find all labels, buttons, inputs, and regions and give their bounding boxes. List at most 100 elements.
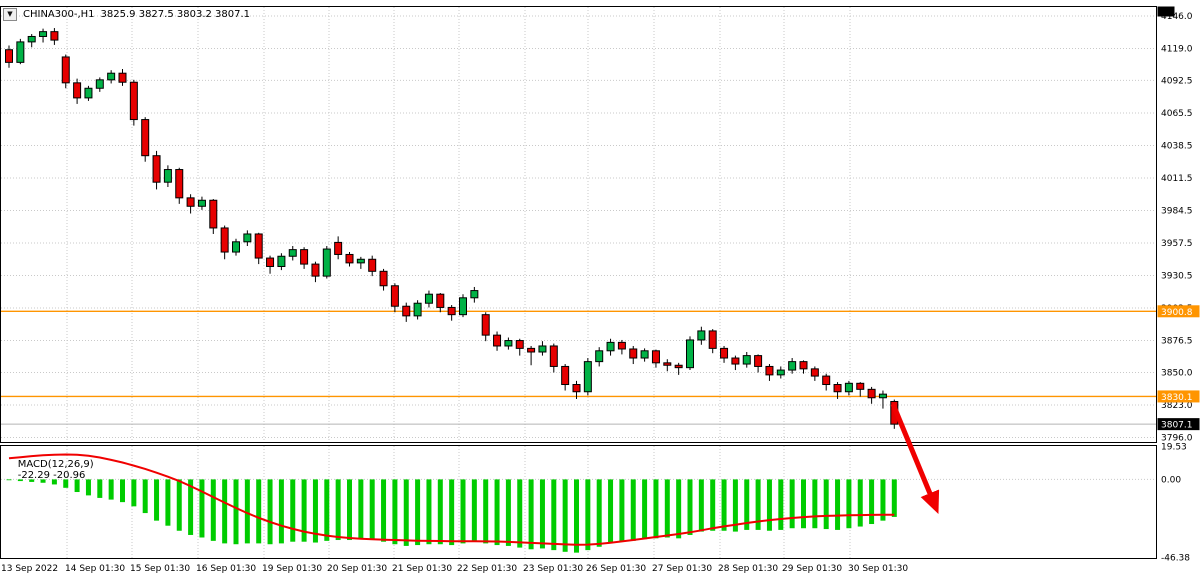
macd-bar <box>891 479 897 517</box>
macd-bar <box>483 479 489 544</box>
macd-bar <box>324 479 330 541</box>
date-label: 13 Sep 2022 <box>1 564 58 574</box>
macd-bar <box>74 479 80 493</box>
macd-bar <box>710 479 716 531</box>
macd-bar <box>278 479 284 544</box>
candle <box>527 347 536 353</box>
macd-bar <box>97 479 103 498</box>
macd-bar <box>505 479 511 546</box>
macd-label: MACD(12,26,9) -22.29 -20.96 <box>5 448 94 492</box>
date-label: 23 Sep 01:30 <box>523 564 583 574</box>
candle <box>765 365 774 376</box>
date-label: 22 Sep 01:30 <box>457 564 517 574</box>
candle <box>708 330 717 349</box>
macd-bar <box>471 479 477 541</box>
candle <box>266 257 275 267</box>
macd-bar <box>551 479 557 551</box>
price-axis-label: 3876.5 <box>1161 337 1193 347</box>
date-label: 30 Sep 01:30 <box>848 564 908 574</box>
date-label: 29 Sep 01:30 <box>782 564 842 574</box>
candle <box>481 314 490 336</box>
macd-bar <box>176 479 182 531</box>
macd-bar <box>562 479 568 552</box>
macd-bar <box>244 479 250 544</box>
candle <box>651 350 660 364</box>
candle <box>39 31 48 37</box>
candle <box>629 348 638 359</box>
macd-bar <box>358 479 364 540</box>
macd-bar <box>369 479 375 541</box>
candle <box>300 249 309 265</box>
candle <box>561 365 570 386</box>
macd-bar <box>812 479 818 529</box>
macd-bar <box>85 479 91 496</box>
candle <box>322 248 331 277</box>
macd-bar <box>381 479 387 542</box>
macd-bar <box>267 479 273 545</box>
trend-arrow[interactable] <box>890 403 940 515</box>
macd-bar <box>732 479 738 532</box>
macd-bar <box>29 479 35 482</box>
candle <box>754 355 763 367</box>
candle <box>617 341 626 350</box>
pane-borders <box>0 6 1175 559</box>
macd-bar <box>199 479 205 538</box>
candles-layer[interactable] <box>5 28 899 429</box>
candle <box>277 255 286 267</box>
macd-bar <box>823 479 829 530</box>
candle <box>84 87 93 99</box>
macd-bar <box>744 479 750 530</box>
candle <box>163 169 172 183</box>
candle <box>424 293 433 304</box>
candle <box>742 355 751 365</box>
macd-bar <box>857 479 863 527</box>
price-axis[interactable]: 4146.0 4119.0 4092.5 4065.5 4038.5 4011.5 3984… <box>1157 12 1200 564</box>
macd-bar <box>40 479 46 483</box>
candle <box>50 31 59 41</box>
price-axis-label: 4119.0 <box>1161 45 1193 55</box>
macd-indicator-name: MACD(12,26,9) <box>17 459 94 470</box>
macd-bar <box>301 479 307 542</box>
macd-bar <box>426 479 432 545</box>
candle <box>788 361 797 371</box>
macd-bar <box>165 479 171 526</box>
level-badge <box>1157 305 1200 318</box>
chart-ohlc-values: 3825.9 3827.5 3803.2 3807.1 <box>100 9 251 20</box>
candle <box>107 72 116 81</box>
candle <box>867 388 876 399</box>
date-label: 15 Sep 01:30 <box>130 564 190 574</box>
macd-bar <box>290 479 296 542</box>
price-axis-label: 4011.5 <box>1161 174 1193 184</box>
price-axis-label: 3796.0 <box>1161 434 1193 444</box>
candle <box>118 72 127 83</box>
grid-layer <box>1 7 1156 558</box>
candle <box>232 241 240 253</box>
candle <box>447 306 456 316</box>
candle <box>549 345 558 367</box>
candle <box>5 49 13 63</box>
candle <box>73 82 82 99</box>
candle <box>61 56 70 84</box>
date-label: 28 Sep 01:30 <box>718 564 778 574</box>
macd-bar <box>392 479 398 545</box>
candle <box>243 233 252 243</box>
time-axis[interactable]: 13 Sep 2022 14 Sep 01:30 15 Sep 01:30 16 Se… <box>1 564 908 574</box>
price-axis-label: 4065.5 <box>1161 109 1193 119</box>
macd-bar <box>222 479 228 544</box>
macd-bar <box>721 479 727 531</box>
price-axis-label: 3984.5 <box>1161 206 1193 216</box>
macd-bar <box>608 479 614 544</box>
candle <box>209 199 218 229</box>
candle <box>129 81 138 121</box>
macd-bar <box>63 479 69 488</box>
macd-bar <box>880 479 886 521</box>
current-price-badge <box>1157 418 1200 431</box>
current-price-badge-label: 3807.1 <box>1161 421 1193 431</box>
symbol-dropdown-button[interactable]: ▼ <box>3 8 17 21</box>
candle <box>504 340 513 347</box>
macd-bar <box>766 479 772 531</box>
candle <box>583 361 592 393</box>
price-axis-label: 4092.5 <box>1161 76 1193 86</box>
candle <box>878 393 887 399</box>
